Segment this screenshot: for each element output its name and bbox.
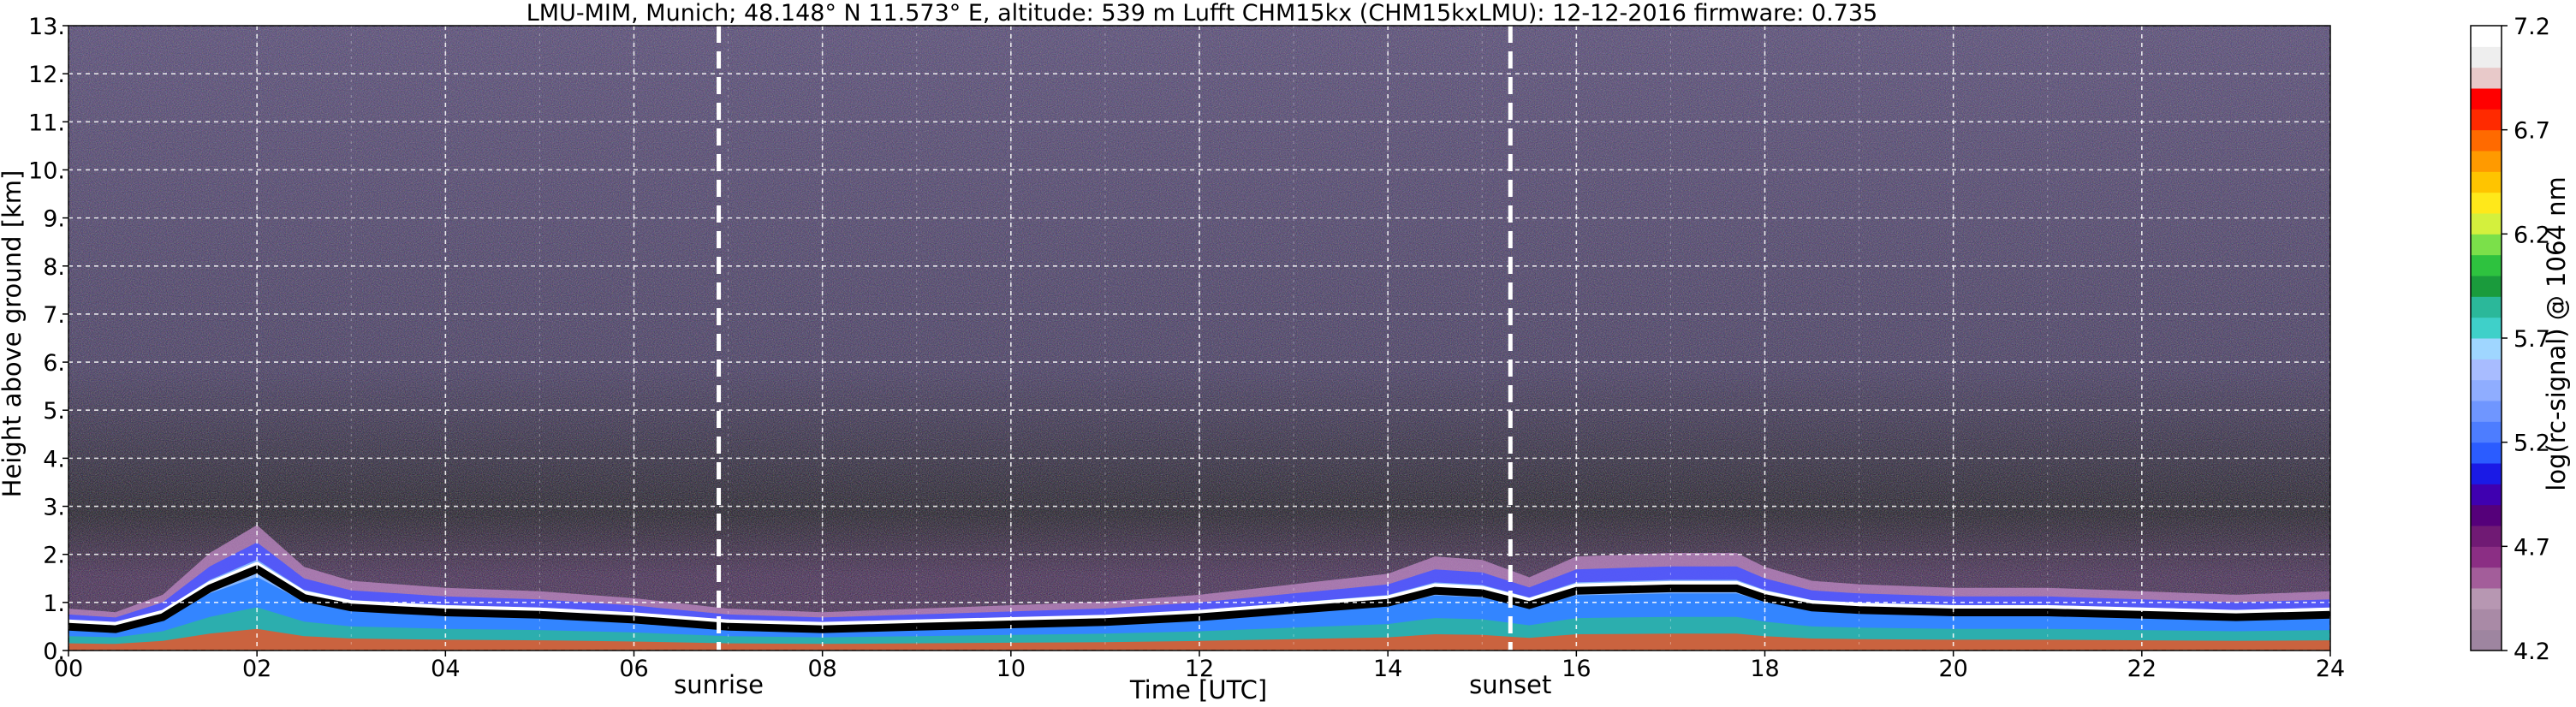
colorbar-segment [2471, 46, 2502, 68]
y-tick-label: 3. [43, 495, 65, 521]
grid [68, 26, 2330, 651]
colorbar-segment [2471, 567, 2502, 589]
colorbar-segment [2471, 276, 2502, 297]
colorbar: 4.2 4.7 5.2 5.7 6.2 6.7 7.2 [2470, 14, 2550, 665]
x-tick-label: 04 [431, 656, 460, 682]
x-tick-label: 14 [1373, 656, 1402, 682]
colorbar-tick-label: 6.2 [2514, 222, 2550, 248]
colorbar-segment [2471, 463, 2502, 484]
y-tick-label: 4. [43, 446, 65, 472]
x-tick-label: 10 [996, 656, 1026, 682]
x-tick-label: 18 [1750, 656, 1779, 682]
colorbar-segment [2471, 609, 2502, 631]
y-tick-label: 2. [43, 543, 65, 569]
event-label-sunrise: sunrise [674, 670, 764, 699]
colorbar-segment [2471, 296, 2502, 318]
colorbar-tick-label: 7.2 [2514, 14, 2550, 40]
colorbar-segment [2471, 379, 2502, 401]
y-axis-title: Height above ground [km] [0, 170, 27, 498]
colorbar-tick-label: 6.7 [2514, 118, 2550, 145]
x-tick-label: 00 [54, 656, 83, 682]
y-tick-label: 10. [28, 157, 65, 184]
colorbar-segment [2471, 421, 2502, 443]
colorbar-segment [2471, 588, 2502, 609]
chart-title: LMU-MIM, Munich; 48.148° N 11.573° E, al… [527, 0, 1877, 27]
y-tick-label: 11. [28, 110, 65, 136]
y-tick-label: 9. [43, 206, 65, 233]
y-tick-label: 5. [43, 398, 65, 425]
x-axis-title: Time [UTC] [1129, 675, 1267, 704]
x-tick-label: 16 [1562, 656, 1591, 682]
colorbar-title: log(rc-signal) @ 1064 nm [2542, 176, 2571, 490]
x-tick-label: 02 [242, 656, 271, 682]
colorbar-segment [2471, 67, 2502, 89]
colorbar-tick-label: 4.7 [2514, 534, 2550, 561]
colorbar-segment [2471, 359, 2502, 381]
plot-area [68, 26, 2330, 651]
colorbar-segment [2471, 192, 2502, 214]
colorbar-segment [2471, 213, 2502, 235]
y-tick-label: 8. [43, 254, 65, 281]
colorbar-segment [2471, 629, 2502, 651]
colorbar-segment [2471, 317, 2502, 339]
x-tick-label: 12 [1185, 656, 1214, 682]
x-tick-label: 08 [807, 656, 836, 682]
colorbar-segment [2471, 442, 2502, 464]
event-label-sunset: sunset [1469, 670, 1551, 699]
y-tick-label: 7. [43, 302, 65, 329]
y-tick-label: 0. [43, 639, 65, 665]
colorbar-segment [2471, 171, 2502, 193]
colorbar-segment [2471, 338, 2502, 359]
colorbar-segment [2471, 88, 2502, 110]
y-tick-label: 12. [28, 62, 65, 88]
colorbar-segment [2471, 254, 2502, 276]
y-tick-label: 6. [43, 350, 65, 377]
y-tick-label: 1. [43, 591, 65, 617]
x-tick-label: 06 [619, 656, 648, 682]
colorbar-segment [2471, 504, 2502, 526]
colorbar-segment [2471, 484, 2502, 506]
colorbar-segment [2471, 401, 2502, 422]
y-tick-label: 13. [28, 14, 65, 40]
colorbar-tick-label: 4.2 [2514, 639, 2550, 665]
colorbar-segment [2471, 234, 2502, 256]
x-tick-label: 22 [2127, 656, 2157, 682]
colorbar-segment [2471, 546, 2502, 568]
colorbar-segment [2471, 526, 2502, 547]
x-tick-label: 20 [1938, 656, 1967, 682]
colorbar-segment [2471, 26, 2502, 47]
x-tick-label: 24 [2316, 656, 2345, 682]
colorbar-tick-label: 5.2 [2514, 431, 2550, 457]
colorbar-tick-label: 5.7 [2514, 326, 2550, 353]
layer-top-white [68, 561, 2330, 627]
colorbar-segment [2471, 109, 2502, 131]
colorbar-segment [2471, 151, 2502, 172]
colorbar-segment [2471, 129, 2502, 152]
